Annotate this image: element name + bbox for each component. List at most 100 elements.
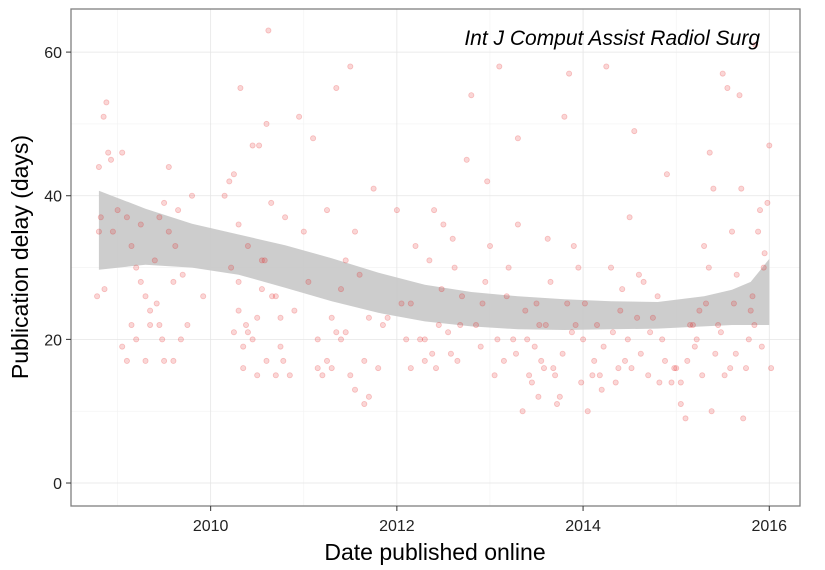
data-point [337, 336, 344, 343]
data-point [351, 386, 358, 393]
data-point [177, 336, 184, 343]
data-point [482, 278, 489, 285]
data-point [161, 199, 168, 206]
data-point [249, 336, 256, 343]
data-point [261, 257, 268, 264]
data-point [654, 293, 661, 300]
data-point [159, 336, 166, 343]
data-point [535, 393, 542, 400]
data-point [733, 271, 740, 278]
panel-border [70, 8, 801, 507]
data-point [634, 314, 641, 321]
y-tick-label: 40 [44, 189, 62, 206]
data-point [457, 321, 464, 328]
data-point [431, 207, 438, 214]
data-point [429, 350, 436, 357]
data-point [568, 329, 575, 336]
data-point [147, 321, 154, 328]
data-point [524, 336, 531, 343]
data-point [729, 228, 736, 235]
data-point [323, 207, 330, 214]
data-point [513, 350, 520, 357]
x-axis: 2010 2012 2014 2016 [193, 506, 787, 535]
data-point [365, 314, 372, 321]
data-point [254, 314, 261, 321]
data-point [668, 379, 675, 386]
data-point [235, 221, 242, 228]
data-point [484, 178, 491, 185]
data-point [137, 278, 144, 285]
data-point [375, 365, 382, 372]
data-point [365, 393, 372, 400]
data-point [153, 300, 160, 307]
data-point [123, 357, 130, 364]
data-point [272, 372, 279, 379]
data-point [552, 372, 559, 379]
data-point [451, 264, 458, 271]
data-point [161, 357, 168, 364]
data-point [519, 408, 526, 415]
data-point [494, 336, 501, 343]
data-point [240, 343, 247, 350]
data-point [747, 307, 754, 314]
data-point [584, 408, 591, 415]
data-point [258, 257, 265, 264]
data-point [677, 400, 684, 407]
data-point [114, 207, 121, 214]
data-point [333, 329, 340, 336]
data-point [522, 307, 529, 314]
data-point [689, 321, 696, 328]
data-point [123, 214, 130, 221]
data-point [265, 27, 272, 34]
data-point [200, 293, 207, 300]
data-point [710, 185, 717, 192]
smooth-confidence-band [98, 190, 770, 330]
data-point [544, 235, 551, 242]
data-point [314, 365, 321, 372]
data-point [328, 314, 335, 321]
data-point [575, 264, 582, 271]
data-point [514, 221, 521, 228]
data-point [580, 336, 587, 343]
data-point [228, 264, 235, 271]
data-point [156, 321, 163, 328]
data-point [656, 379, 663, 386]
data-point [254, 372, 261, 379]
data-point [347, 63, 354, 70]
data-point [286, 372, 293, 379]
data-point [101, 286, 108, 293]
data-point [547, 278, 554, 285]
y-tick-label: 60 [44, 45, 62, 62]
data-point [342, 329, 349, 336]
data-point [596, 372, 603, 379]
data-point [319, 372, 326, 379]
data-point [603, 63, 610, 70]
data-point [760, 264, 767, 271]
data-point [172, 242, 179, 249]
data-point [142, 357, 149, 364]
data-point [631, 128, 638, 135]
data-point [119, 343, 126, 350]
data-point [749, 293, 756, 300]
data-point [486, 242, 493, 249]
x-tick-label: 2012 [379, 518, 415, 535]
data-point [477, 343, 484, 350]
data-point [403, 336, 410, 343]
data-point [170, 357, 177, 364]
data-point [342, 257, 349, 264]
data-point [503, 293, 510, 300]
data-point [662, 357, 669, 364]
data-point [764, 199, 771, 206]
data-point [708, 408, 715, 415]
data-point [570, 242, 577, 249]
data-point [732, 350, 739, 357]
data-point [244, 242, 251, 249]
data-point [682, 415, 689, 422]
data-point [496, 63, 503, 70]
data-point [719, 70, 726, 77]
data-point [296, 113, 303, 120]
x-tick-label: 2010 [193, 518, 229, 535]
data-point [677, 379, 684, 386]
data-point [566, 70, 573, 77]
